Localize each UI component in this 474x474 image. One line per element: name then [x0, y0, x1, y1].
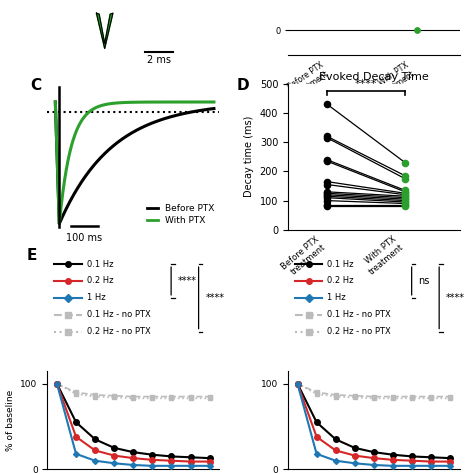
Text: D: D — [237, 78, 249, 93]
Polygon shape — [96, 13, 113, 48]
Point — [323, 194, 331, 201]
Point — [401, 203, 409, 210]
Text: C: C — [30, 78, 41, 93]
Text: 0.1 Hz - no PTX: 0.1 Hz - no PTX — [87, 310, 151, 319]
Text: ****: **** — [206, 293, 225, 303]
Text: 0.1 Hz: 0.1 Hz — [87, 260, 113, 269]
Title: Evoked Decay Time: Evoked Decay Time — [319, 72, 429, 82]
Y-axis label: % of baseline: % of baseline — [6, 390, 15, 451]
Point — [401, 201, 409, 209]
Point — [323, 133, 331, 140]
Point — [401, 200, 409, 207]
Point — [401, 188, 409, 196]
Point — [323, 190, 331, 197]
Point — [323, 201, 331, 209]
Point — [401, 197, 409, 204]
Point — [401, 175, 409, 182]
Text: 0.2 Hz - no PTX: 0.2 Hz - no PTX — [328, 327, 391, 336]
Point — [323, 156, 331, 164]
Point — [323, 203, 331, 210]
Text: 1 Hz: 1 Hz — [87, 293, 106, 302]
Point — [401, 194, 409, 201]
Point — [401, 159, 409, 166]
Point — [401, 172, 409, 180]
Point — [323, 181, 331, 188]
Point — [323, 134, 331, 142]
Point — [323, 197, 331, 204]
Y-axis label: Decay time (ms): Decay time (ms) — [244, 116, 254, 198]
Text: 0.1 Hz - no PTX: 0.1 Hz - no PTX — [328, 310, 391, 319]
Point — [323, 192, 331, 200]
Text: ****: **** — [355, 79, 377, 89]
Point — [401, 195, 409, 203]
Point — [401, 190, 409, 197]
Point — [413, 26, 420, 34]
Point — [401, 198, 409, 206]
Text: 1 Hz: 1 Hz — [328, 293, 346, 302]
Point — [323, 157, 331, 165]
Point — [323, 188, 331, 196]
Text: 100 ms: 100 ms — [66, 234, 102, 244]
Text: ns: ns — [419, 276, 430, 286]
Text: E: E — [27, 248, 37, 263]
Text: 2 ms: 2 ms — [147, 55, 171, 64]
Point — [401, 187, 409, 194]
Point — [323, 191, 331, 199]
Text: ****: **** — [178, 276, 197, 286]
Point — [401, 192, 409, 200]
Text: 0.1 Hz: 0.1 Hz — [328, 260, 354, 269]
Text: 0.2 Hz: 0.2 Hz — [328, 276, 354, 285]
Legend: Before PTX, With PTX: Before PTX, With PTX — [144, 200, 219, 229]
Text: 0.2 Hz - no PTX: 0.2 Hz - no PTX — [87, 327, 151, 336]
Text: 0.2 Hz: 0.2 Hz — [87, 276, 113, 285]
Text: ****: **** — [446, 293, 465, 303]
Point — [401, 191, 409, 199]
Point — [323, 100, 331, 108]
Point — [323, 178, 331, 185]
